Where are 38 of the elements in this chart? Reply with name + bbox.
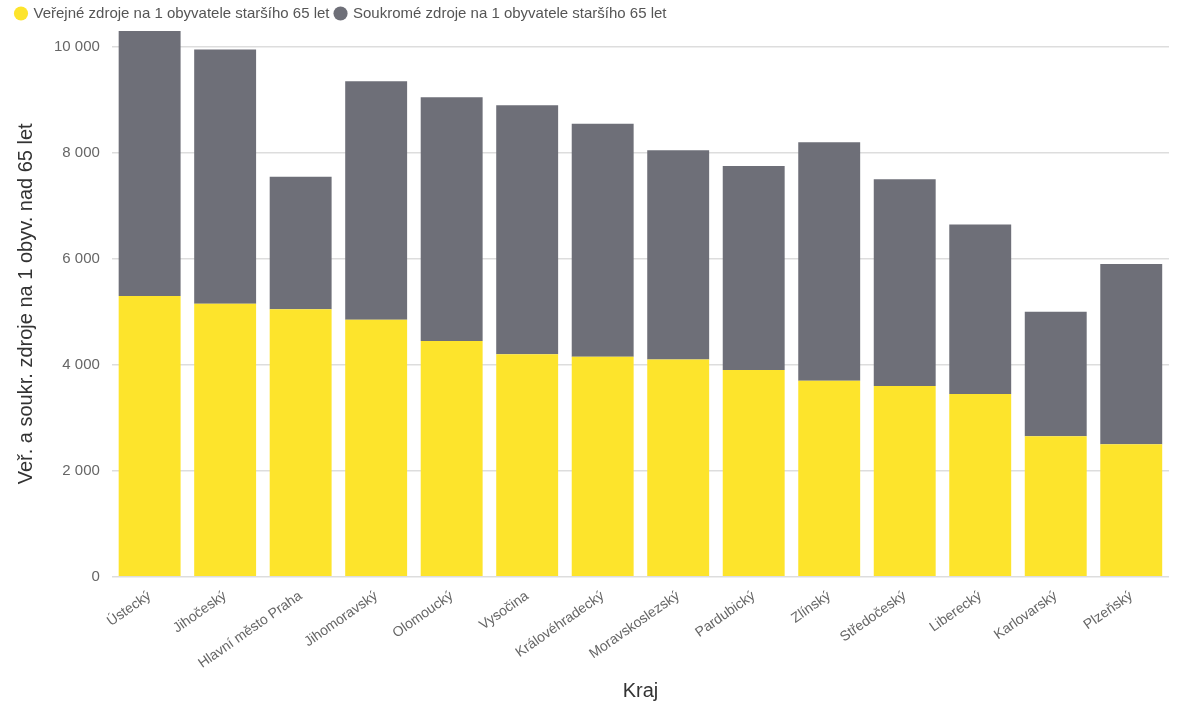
bar [194, 303, 257, 576]
legend-label: Veřejné zdroje na 1 obyvatele staršího 65 let [33, 3, 331, 21]
bar [496, 105, 559, 355]
bar [571, 123, 634, 357]
bar [647, 359, 710, 576]
x-axis-title: Kraj [622, 678, 659, 701]
bar [798, 380, 861, 576]
bar [345, 319, 408, 576]
bar [798, 142, 861, 381]
y-tick-label: 10 000 [53, 37, 100, 55]
bar [873, 385, 936, 576]
bar [1100, 264, 1163, 445]
bar [722, 166, 785, 371]
bar [873, 179, 936, 386]
bar [1024, 311, 1087, 437]
bar [118, 31, 181, 296]
legend-label: Soukromé zdroje na 1 obyvatele staršího 65 let [353, 3, 668, 21]
bar [194, 49, 257, 304]
y-axis-title: Veř. a soukr. zdroje na 1 obyv. nad 65 let [13, 122, 36, 485]
bar [949, 393, 1012, 576]
y-tick-label: 6 000 [62, 248, 100, 266]
bar [647, 150, 710, 360]
bar [269, 176, 332, 310]
bar [571, 356, 634, 576]
y-tick-label: 8 000 [62, 143, 100, 160]
y-tick-label: 2 000 [62, 460, 100, 478]
bar [345, 81, 408, 320]
y-tick-label: 0 [91, 566, 100, 584]
bar [496, 354, 559, 576]
bar [1100, 444, 1163, 576]
bar [420, 340, 483, 576]
bar [949, 224, 1012, 394]
y-tick-label: 4 000 [62, 354, 100, 372]
bar [420, 97, 483, 341]
bar [722, 370, 785, 576]
bar [269, 309, 332, 576]
bar [1024, 436, 1087, 576]
bar [118, 295, 181, 576]
